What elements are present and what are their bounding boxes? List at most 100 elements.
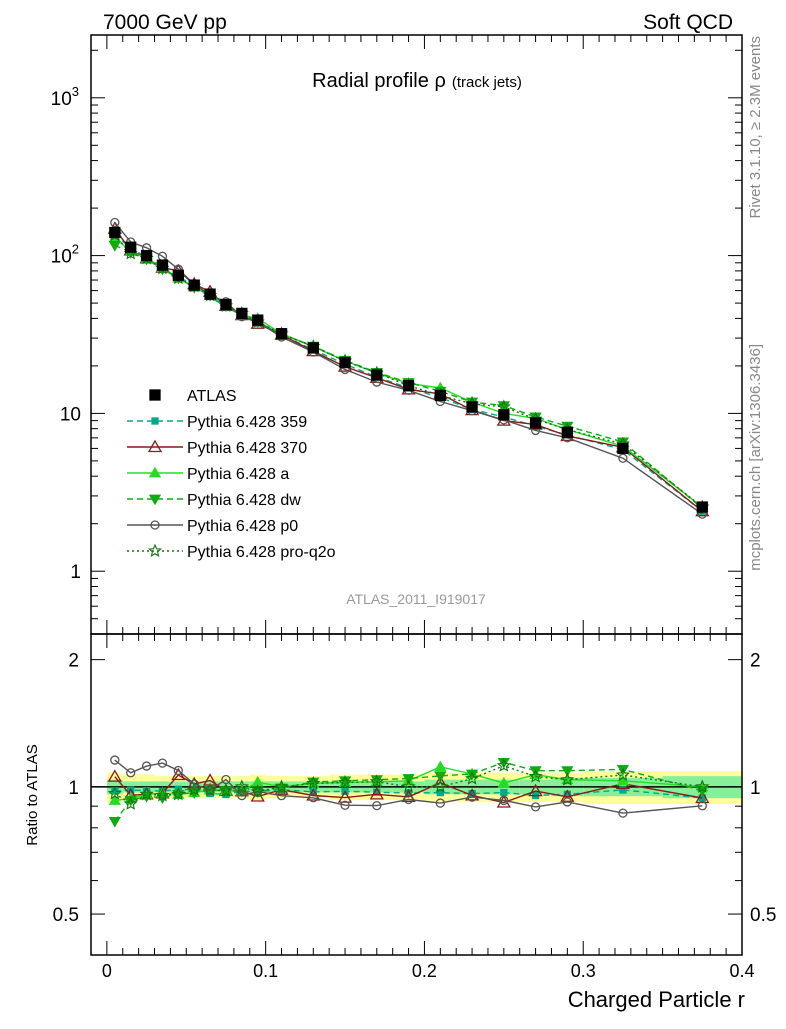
- y-tick-label: 103: [51, 84, 79, 110]
- ratio-point: [250, 784, 265, 798]
- ratio-point: [274, 779, 289, 793]
- ratio-point: [173, 765, 183, 776]
- legend-entry: Pythia 6.428 a: [127, 466, 289, 483]
- chart-title-sub: (track jets): [452, 74, 522, 91]
- ratio-point: [108, 816, 121, 828]
- series-pythia-6-428-359: [111, 230, 706, 802]
- ratio-point: [618, 808, 628, 818]
- y-tick-exponent: 2: [72, 242, 79, 257]
- ratio-point: [171, 767, 186, 781]
- ratio-point: [171, 786, 186, 801]
- data-point: [252, 314, 264, 326]
- data-point: [220, 298, 232, 311]
- legend-marker: [148, 466, 162, 478]
- x-tick-label: 0: [102, 961, 112, 981]
- ratio-point: [306, 775, 321, 790]
- ratio-point: [695, 779, 710, 793]
- data-point: [561, 426, 573, 438]
- legend-entry: Pythia 6.428 p0: [127, 518, 298, 535]
- data-point: [371, 369, 383, 381]
- data-point: [466, 401, 478, 413]
- ratio-y-tick-label-right: 0.5: [750, 905, 776, 926]
- data-point: [204, 288, 216, 300]
- legend-label: Pythia 6.428 359: [187, 414, 307, 431]
- legend-label: Pythia 6.428 dw: [187, 492, 301, 509]
- ratio-point: [435, 798, 445, 808]
- legend-label: Pythia 6.428 a: [187, 466, 289, 483]
- ratio-point: [528, 769, 543, 783]
- ratio-point: [157, 758, 168, 768]
- x-axis-label: Charged Particle r: [568, 987, 745, 1012]
- mcplots-label: mcplots.cern.ch [arXiv:1306.3436]: [747, 344, 764, 571]
- legend-marker: [147, 439, 163, 453]
- ratio-point: [203, 782, 218, 797]
- ratio-point: [141, 761, 152, 771]
- ratio-y-tick-label: 2: [68, 651, 79, 672]
- legend-entry: Pythia 6.428 pro-q2o: [127, 543, 336, 561]
- ratio-point: [500, 788, 508, 797]
- ratio-point: [155, 788, 170, 802]
- series-pythia-6-428-370: [107, 221, 710, 808]
- series-layer: [107, 217, 710, 828]
- ratio-line: [114, 764, 703, 805]
- legend-entry: Pythia 6.428 359: [127, 414, 307, 431]
- data-point: [275, 328, 288, 340]
- ratio-point: [340, 800, 350, 810]
- chart-title-main: Radial profile: [312, 70, 434, 92]
- ratio-point: [237, 790, 247, 801]
- series-line: [114, 222, 703, 515]
- ratio-point: [497, 776, 510, 788]
- data-point: [156, 259, 169, 271]
- legend-entry: Pythia 6.428 370: [127, 439, 307, 457]
- ratio-point: [465, 769, 479, 781]
- ratio-point: [110, 755, 120, 765]
- ratio-point: [218, 783, 234, 797]
- data-point: [307, 342, 319, 354]
- ratio-point: [337, 790, 353, 803]
- ratio-point: [697, 801, 707, 811]
- ratio-point: [561, 766, 574, 777]
- data-point: [617, 442, 629, 455]
- data-point: [172, 269, 184, 281]
- legend-label: Pythia 6.428 370: [187, 440, 307, 457]
- ratio-point: [499, 795, 509, 806]
- ratio-panel-frame: [90, 633, 743, 956]
- ratio-point: [615, 767, 630, 782]
- data-point: [402, 379, 415, 392]
- x-tick-label: 0.3: [571, 961, 596, 981]
- data-point: [434, 389, 446, 402]
- ratio-line: [114, 759, 703, 814]
- ratio-point: [369, 787, 384, 800]
- legend: ATLAS Pythia 6.428 359 Pythia 6.428 370 Pyt…: [127, 388, 336, 561]
- plot-frames: [90, 34, 743, 956]
- ratio-point: [496, 758, 511, 772]
- analysis-label: ATLAS_2011_I919017: [346, 591, 486, 607]
- ratio-point: [337, 775, 353, 789]
- ratio-point: [123, 796, 138, 810]
- series-line: [114, 228, 703, 512]
- ratio-y-tick-label: 0.5: [53, 905, 79, 926]
- header-right-label: Soft QCD: [643, 11, 733, 34]
- ratio-point: [433, 779, 448, 793]
- rivet-version-label: Rivet 3.1.10, ≥ 2.3M events: [747, 36, 764, 219]
- ratio-line: [114, 774, 703, 804]
- ratio-point: [276, 791, 287, 801]
- ratio-point: [562, 797, 572, 807]
- x-tick-label: 0.4: [729, 961, 754, 981]
- ratio-point: [369, 774, 384, 788]
- ratio-point: [108, 794, 121, 805]
- data-point: [110, 217, 120, 228]
- data-point: [109, 226, 121, 239]
- data-point: [125, 241, 137, 253]
- ratio-point: [189, 779, 199, 789]
- ratio-point: [619, 786, 627, 794]
- ratio-point: [372, 800, 382, 811]
- data-point: [529, 417, 542, 429]
- legend-marker: [147, 543, 163, 558]
- ratio-point: [530, 802, 541, 812]
- series-atlas: [109, 226, 708, 513]
- ratio-point: [616, 774, 630, 786]
- ratio-y-tick-label: 1: [68, 778, 79, 799]
- legend-marker: [148, 494, 162, 506]
